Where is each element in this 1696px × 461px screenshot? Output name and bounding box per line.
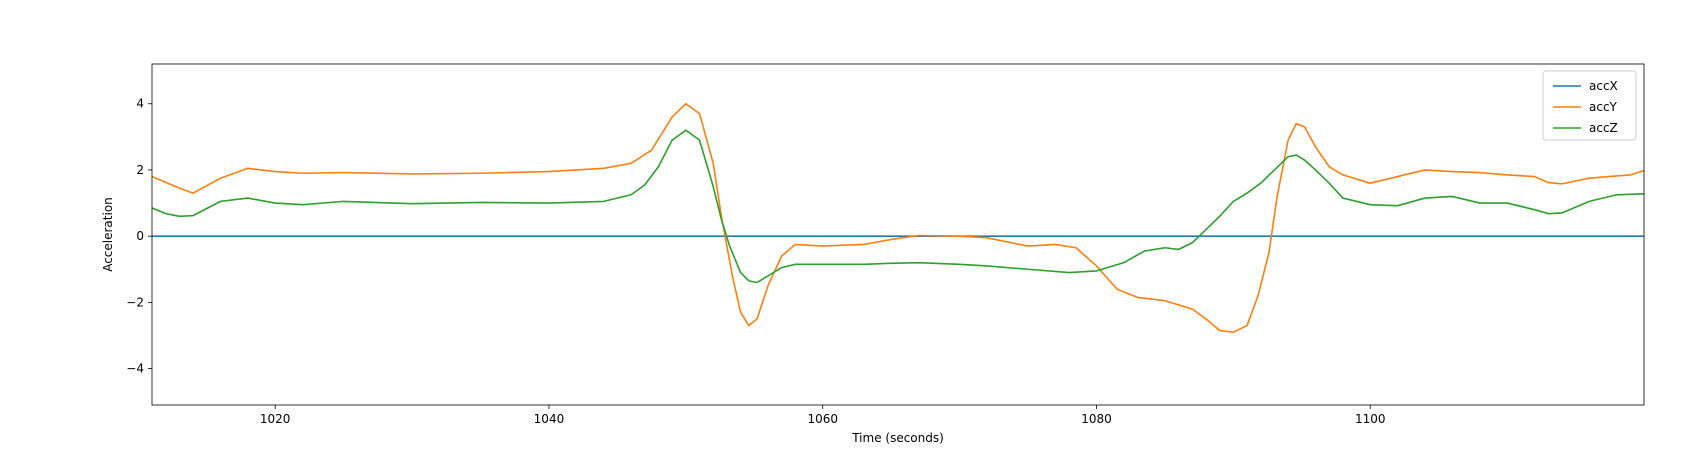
series-layer <box>152 102 1644 333</box>
y-tick-label: 4 <box>136 97 144 111</box>
x-axis-label: Time (seconds) <box>851 431 944 445</box>
legend-label-accZ: accZ <box>1589 121 1618 135</box>
legend-label-accY: accY <box>1589 100 1618 114</box>
y-axis-label: Acceleration <box>101 197 115 272</box>
plot-background <box>152 64 1644 405</box>
legend-box <box>1542 70 1637 141</box>
x-tick-label: 1100 <box>1355 412 1386 426</box>
series-line-accY <box>152 102 1644 333</box>
y-tick-label: −2 <box>126 295 144 309</box>
legend-label-accX: accX <box>1589 79 1618 93</box>
legend: accX accY accZ <box>1542 70 1637 141</box>
x-tick-label: 1040 <box>534 412 565 426</box>
y-tick-label: −4 <box>126 362 144 376</box>
y-tick-label: 2 <box>136 163 144 177</box>
x-tick-label: 1080 <box>1081 412 1112 426</box>
axes-layer: 1020 1040 1060 1080 1100 −4 −2 0 2 4 <box>126 63 1645 426</box>
y-tick-label: 0 <box>136 229 144 243</box>
x-tick-label: 1020 <box>260 412 291 426</box>
plot-area <box>152 64 1644 405</box>
series-line-accZ <box>152 129 1644 284</box>
x-tick-label: 1060 <box>807 412 838 426</box>
axes-frame <box>151 63 1645 406</box>
